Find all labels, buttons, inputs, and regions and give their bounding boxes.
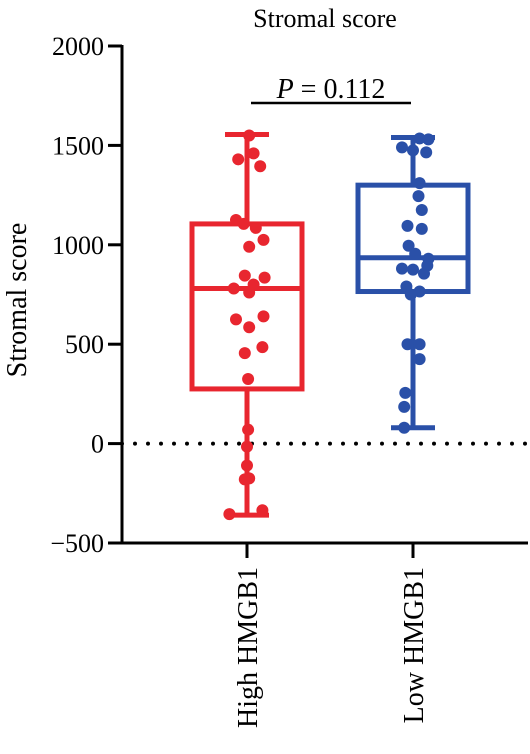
series-low-hmgb1 — [355, 132, 471, 434]
data-point — [243, 286, 256, 299]
y-tick-label: 0 — [91, 430, 104, 459]
x-category-label: High HMGB1 — [233, 567, 264, 728]
p-value-text: = 0.112 — [294, 74, 386, 105]
data-point — [257, 310, 270, 323]
data-point — [257, 233, 270, 246]
data-point — [398, 400, 411, 413]
data-point — [415, 222, 428, 235]
data-point — [413, 177, 426, 190]
data-point — [409, 247, 422, 260]
y-tick-label: 1000 — [52, 231, 104, 260]
data-point — [242, 372, 255, 385]
data-point — [238, 473, 251, 486]
data-point — [243, 129, 256, 142]
data-point — [415, 204, 428, 217]
data-point — [418, 267, 430, 280]
series-high-hmgb1 — [189, 129, 305, 521]
data-point — [238, 347, 251, 360]
data-point — [241, 459, 253, 472]
data-point — [420, 146, 433, 159]
data-point — [258, 271, 271, 284]
x-category-label: Low HMGB1 — [399, 567, 430, 723]
y-tick-label: 1500 — [52, 131, 104, 160]
data-point — [247, 147, 260, 160]
p-value-annotation: P = 0.112 — [276, 74, 386, 105]
data-point — [237, 217, 250, 230]
plot-area: 2000 1500 1000 500 0 −500 High HMGB1 Low HMGB1 — [50, 32, 530, 728]
chart-title: Stromal score — [253, 4, 397, 33]
data-point — [238, 269, 251, 282]
data-point — [407, 144, 419, 157]
y-tick-label: −500 — [50, 529, 104, 558]
data-point — [399, 386, 412, 399]
y-tick-label: 2000 — [52, 32, 104, 61]
y-tick-label: 500 — [65, 330, 104, 359]
data-point — [256, 504, 269, 517]
data-point — [230, 313, 242, 326]
data-point — [232, 153, 245, 166]
data-point — [413, 338, 426, 351]
data-point — [401, 338, 414, 351]
data-point — [396, 262, 408, 275]
data-point — [243, 240, 256, 253]
data-point — [241, 440, 253, 453]
y-axis-label: Stromal score — [2, 223, 33, 378]
data-point — [254, 160, 267, 173]
p-value-symbol: P — [276, 74, 294, 105]
data-point — [404, 288, 417, 301]
data-point — [249, 221, 262, 234]
data-point — [398, 421, 411, 434]
data-point — [242, 423, 255, 436]
data-point — [412, 190, 425, 203]
data-point — [227, 282, 240, 295]
data-point — [407, 263, 419, 276]
data-point — [422, 133, 435, 146]
data-point — [243, 321, 256, 334]
data-point — [396, 141, 408, 154]
data-point — [413, 353, 426, 366]
data-point — [413, 132, 426, 145]
data-point — [256, 341, 269, 354]
data-point — [223, 508, 236, 521]
data-point — [402, 239, 415, 252]
data-point — [401, 219, 414, 232]
